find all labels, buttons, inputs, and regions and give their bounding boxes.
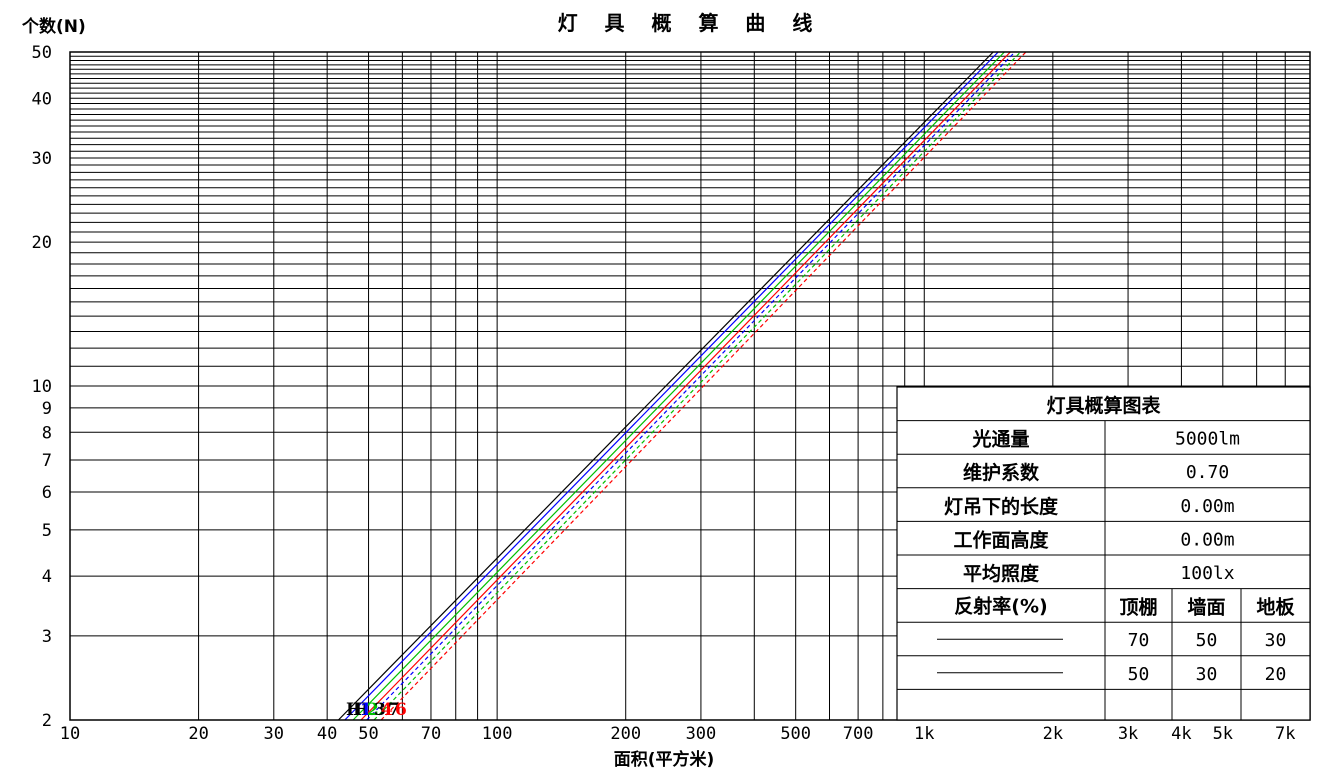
curve-marker: 7 [388, 700, 400, 720]
reflectance-value: 50 [1128, 664, 1150, 685]
y-tick-label: 2 [42, 711, 52, 731]
reflectance-value: 70 [1128, 630, 1150, 651]
curve-marker: H [353, 700, 369, 720]
reflectance-header: 地板 [1256, 596, 1295, 619]
curve-line-6 [373, 51, 1021, 721]
x-tick-label: 7k [1275, 724, 1295, 744]
table-row-label: 工作面高度 [953, 528, 1049, 551]
y-tick-label: 50 [32, 43, 52, 63]
table-row-value: 0.70 [1186, 462, 1229, 483]
table-row-value: 0.00m [1180, 529, 1234, 550]
curve-marker: 6 [395, 700, 407, 720]
reflectance-header: 墙面 [1187, 596, 1225, 619]
table-row-label: 光通量 [971, 428, 1029, 451]
curve-series [337, 51, 1027, 721]
x-tick-label: 40 [317, 724, 337, 744]
x-tick-label: 30 [264, 724, 284, 744]
x-tick-label: 1k [914, 724, 934, 744]
x-axis-ticks: 10 20 30 40 50 70 100 200 300 500 700 1k 2k 3k 4k 5k 7k [60, 724, 1296, 744]
table-row-label: 平均照度 [963, 562, 1040, 585]
curve-line-4 [360, 51, 1011, 721]
x-tick-label: 5k [1213, 724, 1233, 744]
curve-line-3 [352, 51, 1005, 721]
curve-marker: 4 [381, 700, 393, 720]
plot-frame [69, 51, 1311, 721]
curve-marker: 2 [367, 700, 379, 720]
reflectance-value: 30 [1265, 630, 1287, 651]
y-tick-label: 30 [32, 149, 52, 169]
x-tick-label: 4k [1171, 724, 1191, 744]
reflectance-value: 50 [1196, 630, 1218, 651]
x-tick-label: 70 [421, 724, 441, 744]
curve-marker: 1 [360, 700, 372, 720]
x-axis-label: 面积(平方米) [614, 749, 715, 769]
curve-marker: H [346, 700, 362, 720]
x-tick-label: 50 [358, 724, 378, 744]
y-tick-label: 5 [42, 521, 52, 541]
y-axis-label: 个数(N) [21, 16, 86, 37]
y-tick-label: 3 [42, 627, 52, 647]
y-tick-label: 40 [32, 89, 52, 109]
y-tick-label: 8 [42, 423, 52, 443]
x-tick-label: 10 [60, 724, 80, 744]
info-table-title: 灯具概算图表 [1046, 394, 1161, 417]
curve-line-1 [337, 51, 994, 721]
y-axis-ticks: 2 3 4 5 6 7 8 910 20 30 40 50 [32, 43, 52, 731]
x-tick-label: 700 [843, 724, 874, 744]
x-tick-label: 2k [1043, 724, 1063, 744]
info-table-frame [896, 386, 1311, 721]
x-tick-label: 20 [188, 724, 208, 744]
reflectance-label: 反射率(%) [954, 595, 1047, 618]
table-row-label: 灯吊下的长度 [944, 495, 1059, 518]
curve-line-2 [344, 51, 999, 721]
x-tick-label: 100 [482, 724, 513, 744]
y-tick-label: 9 [42, 399, 52, 419]
table-row-value: 100lx [1180, 563, 1234, 584]
x-tick-label: 3k [1118, 724, 1138, 744]
curve-line-7 [380, 51, 1027, 721]
chart-title: 灯 具 概 算 曲 线 [558, 11, 823, 35]
curve-line-5 [366, 51, 1016, 721]
table-row-value: 0.00m [1180, 496, 1234, 517]
y-tick-label: 6 [42, 483, 52, 503]
curve-marker: 3 [374, 700, 386, 720]
reflectance-header: 顶棚 [1119, 596, 1157, 619]
x-tick-label: 500 [780, 724, 811, 744]
reflectance-value: 20 [1265, 664, 1287, 685]
y-tick-label: 10 [32, 377, 52, 397]
x-tick-label: 300 [686, 724, 717, 744]
y-tick-label: 20 [32, 233, 52, 253]
reflectance-value: 30 [1196, 664, 1218, 685]
x-tick-label: 200 [610, 724, 641, 744]
y-tick-label: 4 [42, 567, 52, 587]
table-row-value: 5000lm [1175, 429, 1240, 450]
table-row-label: 维护系数 [963, 461, 1040, 484]
y-tick-label: 7 [42, 451, 52, 471]
